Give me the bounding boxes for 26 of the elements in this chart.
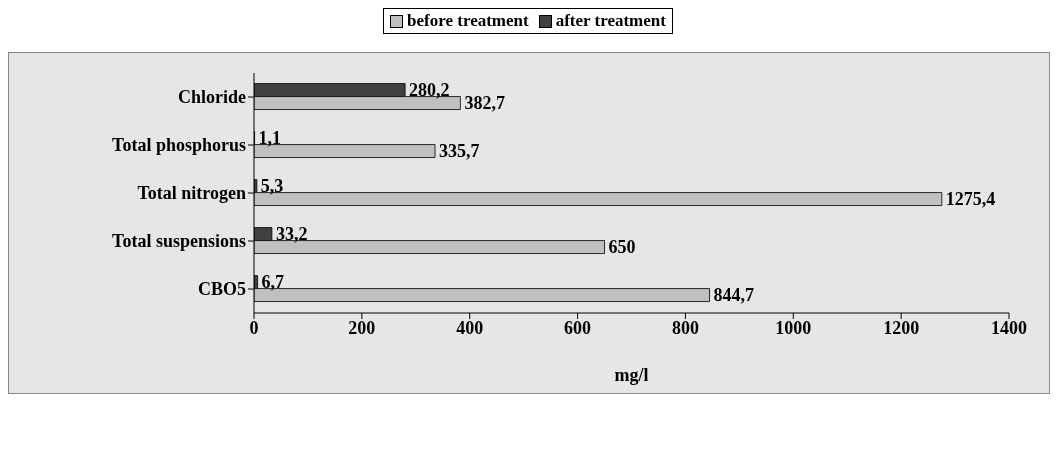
y-tick-label: Total suspensions (112, 231, 246, 252)
y-tick-label: Chloride (177, 87, 246, 108)
data-label: 6,7 (261, 272, 285, 293)
x-tick-label: 200 (348, 317, 376, 338)
data-label: 382,7 (464, 93, 505, 114)
x-tick-label: 1200 (883, 317, 920, 338)
data-label: 1,1 (258, 128, 282, 149)
y-tick-label: Total phosphorus (112, 135, 246, 156)
data-label: 1275,4 (945, 189, 996, 210)
x-tick-label: 0 (249, 317, 259, 338)
legend-label: before treatment (406, 11, 529, 31)
y-tick-label: CBO5 (197, 279, 246, 300)
data-label: 5,3 (260, 176, 284, 197)
data-label: 844,7 (713, 285, 755, 306)
x-tick-label: 1000 (775, 317, 812, 338)
x-tick-label: 1400 (991, 317, 1027, 338)
legend-label: after treatment (554, 11, 666, 31)
y-tick-label: Total nitrogen (137, 183, 246, 204)
data-label: 335,7 (439, 141, 480, 162)
data-label: 33,2 (275, 224, 308, 245)
data-label: 650 (608, 237, 636, 258)
x-tick-label: 800 (671, 317, 699, 338)
x-tick-label: 400 (456, 317, 484, 338)
x-tick-label: 600 (564, 317, 592, 338)
x-axis-title: mg/l (614, 365, 649, 385)
data-label: 280,2 (409, 80, 450, 101)
